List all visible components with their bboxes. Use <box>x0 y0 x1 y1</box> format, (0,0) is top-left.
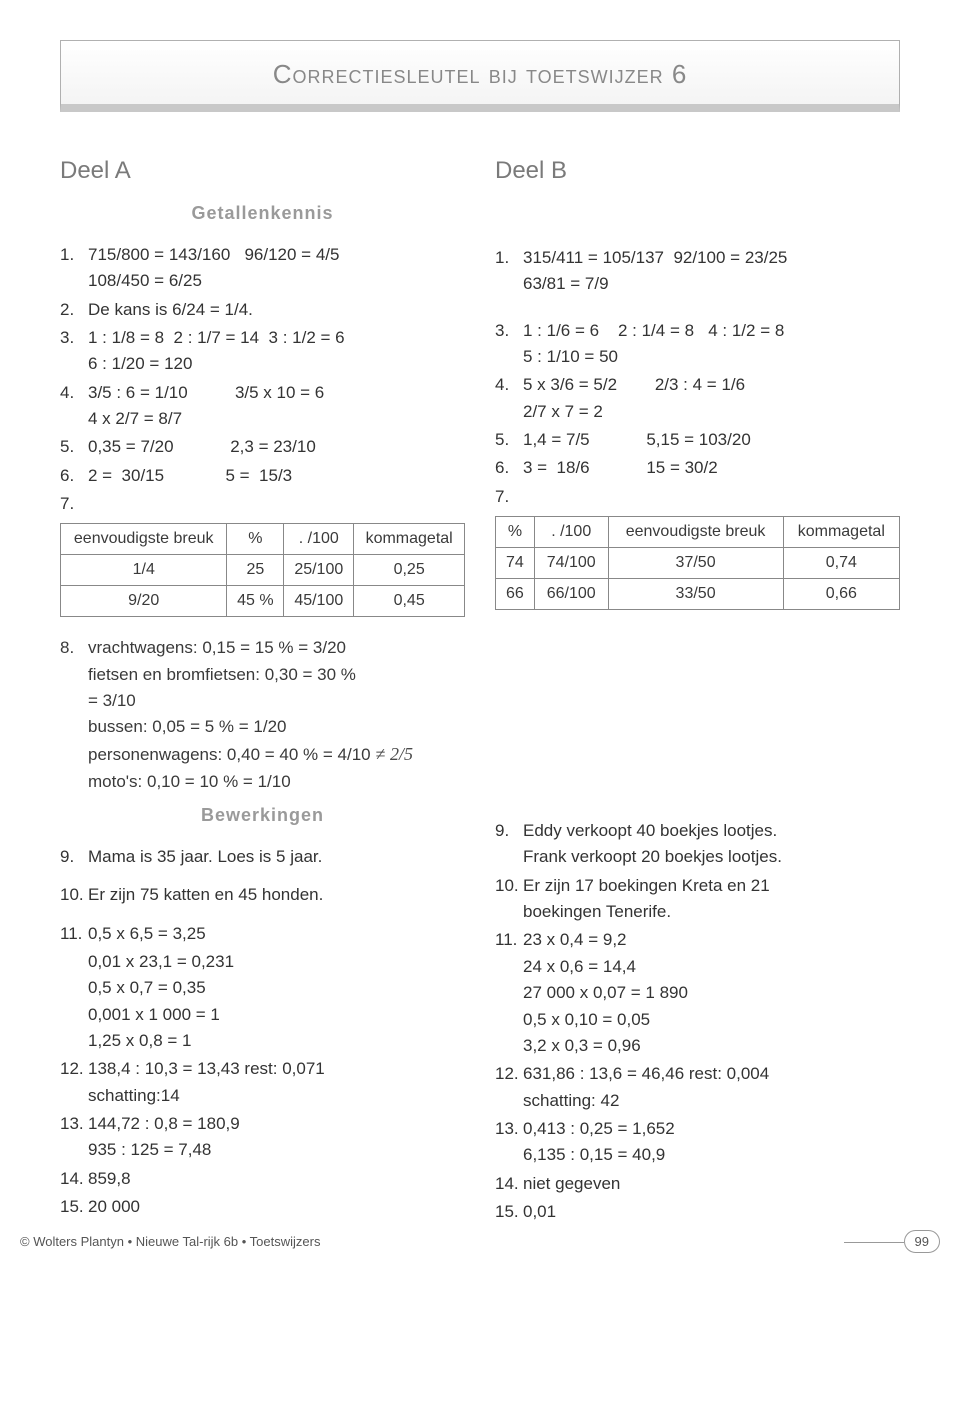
bew-b-list: 9.Eddy verkoopt 40 boekjes lootjes. Fran… <box>495 818 900 1225</box>
ba-q11pre: 0,5 x 6,5 = 3,25 <box>88 921 465 947</box>
tb-r1c0: 66 <box>496 579 535 610</box>
b-q4: 5 x 3/6 = 5/2 2/3 : 4 = 1/6 2/7 x 7 = 2 <box>523 372 900 425</box>
b-q7 <box>523 484 900 510</box>
section-bewerkingen: Bewerkingen <box>60 805 465 826</box>
bb-q9: Eddy verkoopt 40 boekjes lootjes. Frank … <box>523 818 900 871</box>
page-title: Correctiesleutel bij toetswijzer 6 <box>71 59 889 90</box>
a-q8-annot: 2/5 <box>390 744 413 764</box>
a-q8-l6: moto's: 0,10 = 10 % = 1/10 <box>88 769 465 795</box>
a-q8-l2: fietsen en bromfietsen: 0,30 = 30 % <box>88 662 465 688</box>
ta-r0c0: 1/4 <box>61 555 227 586</box>
ba-q9: Mama is 35 jaar. Loes is 5 jaar. <box>88 844 465 870</box>
a-q8-l1: vrachtwagens: 0,15 = 15 % = 3/20 <box>88 635 465 661</box>
tb-h3: kommagetal <box>783 517 899 548</box>
a-q8-l4: bussen: 0,05 = 5 % = 1/20 <box>88 714 465 740</box>
tb-h2: eenvoudigste breuk <box>608 517 783 548</box>
a-q3: 1 : 1/8 = 8 2 : 1/7 = 14 3 : 1/2 = 6 6 :… <box>88 325 465 378</box>
table-a: eenvoudigste breuk % . /100 kommagetal 1… <box>60 523 465 617</box>
a-q4: 3/5 : 6 = 1/10 3/5 x 10 = 6 4 x 2/7 = 8/… <box>88 380 465 433</box>
ta-r0c2: 25/100 <box>284 555 354 586</box>
columns: Deel A Getallenkennis 1.715/800 = 143/16… <box>60 157 900 1227</box>
b-q6: 3 = 18/6 15 = 30/2 <box>523 455 900 481</box>
ta-h0: eenvoudigste breuk <box>61 524 227 555</box>
a-q2: De kans is 6/24 = 1/4. <box>88 297 465 323</box>
ta-r0c1: 25 <box>227 555 284 586</box>
ta-r0c3: 0,25 <box>354 555 465 586</box>
tb-r1c3: 0,66 <box>783 579 899 610</box>
ba-q11: 0,01 x 23,1 = 0,231 0,5 x 0,7 = 0,35 0,0… <box>88 949 465 1054</box>
ba-q15: 20 000 <box>88 1194 465 1220</box>
ta-r1c0: 9/20 <box>61 586 227 617</box>
page-number: 99 <box>904 1230 940 1253</box>
a-q1: 715/800 = 143/160 96/120 = 4/5 108/450 =… <box>88 242 465 295</box>
ta-h1: % <box>227 524 284 555</box>
a-q8: 8. vrachtwagens: 0,15 = 15 % = 3/20 fiet… <box>60 635 465 795</box>
table-b: % . /100 eenvoudigste breuk kommagetal 7… <box>495 516 900 610</box>
column-b: Deel B 1.315/411 = 105/137 92/100 = 23/2… <box>495 157 900 1227</box>
bb-q13: 0,413 : 0,25 = 1,652 6,135 : 0,15 = 40,9 <box>523 1116 900 1169</box>
footer-left: © Wolters Plantyn • Nieuwe Tal-rijk 6b •… <box>20 1234 320 1249</box>
tb-h1: . /100 <box>534 517 608 548</box>
tb-h0: % <box>496 517 535 548</box>
deel-b-list: 1.315/411 = 105/137 92/100 = 23/25 63/81… <box>495 245 900 510</box>
a-q8-l3: = 3/10 <box>88 688 465 714</box>
a-q8-num: 8. <box>60 635 88 795</box>
tb-r0c3: 0,74 <box>783 548 899 579</box>
a-q8-l5: personenwagens: 0,40 = 40 % = 4/10 <box>88 745 371 764</box>
ba-q12: 138,4 : 10,3 = 13,43 rest: 0,071 schatti… <box>88 1056 465 1109</box>
ta-r1c2: 45/100 <box>284 586 354 617</box>
bb-q10: Er zijn 17 boekingen Kreta en 21 boeking… <box>523 873 900 926</box>
a-q6: 2 = 30/15 5 = 15/3 <box>88 463 465 489</box>
a-q7 <box>88 491 465 517</box>
tb-r0c1: 74/100 <box>534 548 608 579</box>
ta-h2: . /100 <box>284 524 354 555</box>
bb-q11: 23 x 0,4 = 9,2 24 x 0,6 = 14,4 27 000 x … <box>523 927 900 1059</box>
b-q3: 1 : 1/6 = 6 2 : 1/4 = 8 4 : 1/2 = 8 5 : … <box>523 318 900 371</box>
ta-r1c1: 45 % <box>227 586 284 617</box>
ba-q14: 859,8 <box>88 1166 465 1192</box>
ba-q13: 144,72 : 0,8 = 180,9 935 : 125 = 7,48 <box>88 1111 465 1164</box>
bb-q15: 0,01 <box>523 1199 900 1225</box>
ta-h3: kommagetal <box>354 524 465 555</box>
tb-r1c2: 33/50 <box>608 579 783 610</box>
ta-r1c3: 0,45 <box>354 586 465 617</box>
deel-a-header: Deel A <box>60 157 465 185</box>
ba-q10: Er zijn 75 katten en 45 honden. <box>88 882 465 908</box>
b-q1: 315/411 = 105/137 92/100 = 23/25 63/81 =… <box>523 245 900 298</box>
tb-r1c1: 66/100 <box>534 579 608 610</box>
section-getallenkennis: Getallenkennis <box>60 203 465 224</box>
footer-right: 99 <box>844 1234 940 1249</box>
a-q8-strike: ≠ <box>375 744 385 764</box>
bb-q14: niet gegeven <box>523 1171 900 1197</box>
deel-b-header: Deel B <box>495 157 900 185</box>
footer: © Wolters Plantyn • Nieuwe Tal-rijk 6b •… <box>20 1234 940 1249</box>
deel-a-list: 1.715/800 = 143/160 96/120 = 4/5 108/450… <box>60 242 465 517</box>
tb-r0c0: 74 <box>496 548 535 579</box>
a-q5: 0,35 = 7/20 2,3 = 23/10 <box>88 434 465 460</box>
bew-a-list: 9.Mama is 35 jaar. Loes is 5 jaar. 10.Er… <box>60 844 465 1220</box>
page: Correctiesleutel bij toetswijzer 6 Deel … <box>0 0 960 1257</box>
tb-r0c2: 37/50 <box>608 548 783 579</box>
b-q5: 1,4 = 7/5 5,15 = 103/20 <box>523 427 900 453</box>
pagenum-line <box>844 1242 904 1243</box>
title-box: Correctiesleutel bij toetswijzer 6 <box>60 40 900 112</box>
bb-q12: 631,86 : 13,6 = 46,46 rest: 0,004 schatt… <box>523 1061 900 1114</box>
column-a: Deel A Getallenkennis 1.715/800 = 143/16… <box>60 157 465 1227</box>
